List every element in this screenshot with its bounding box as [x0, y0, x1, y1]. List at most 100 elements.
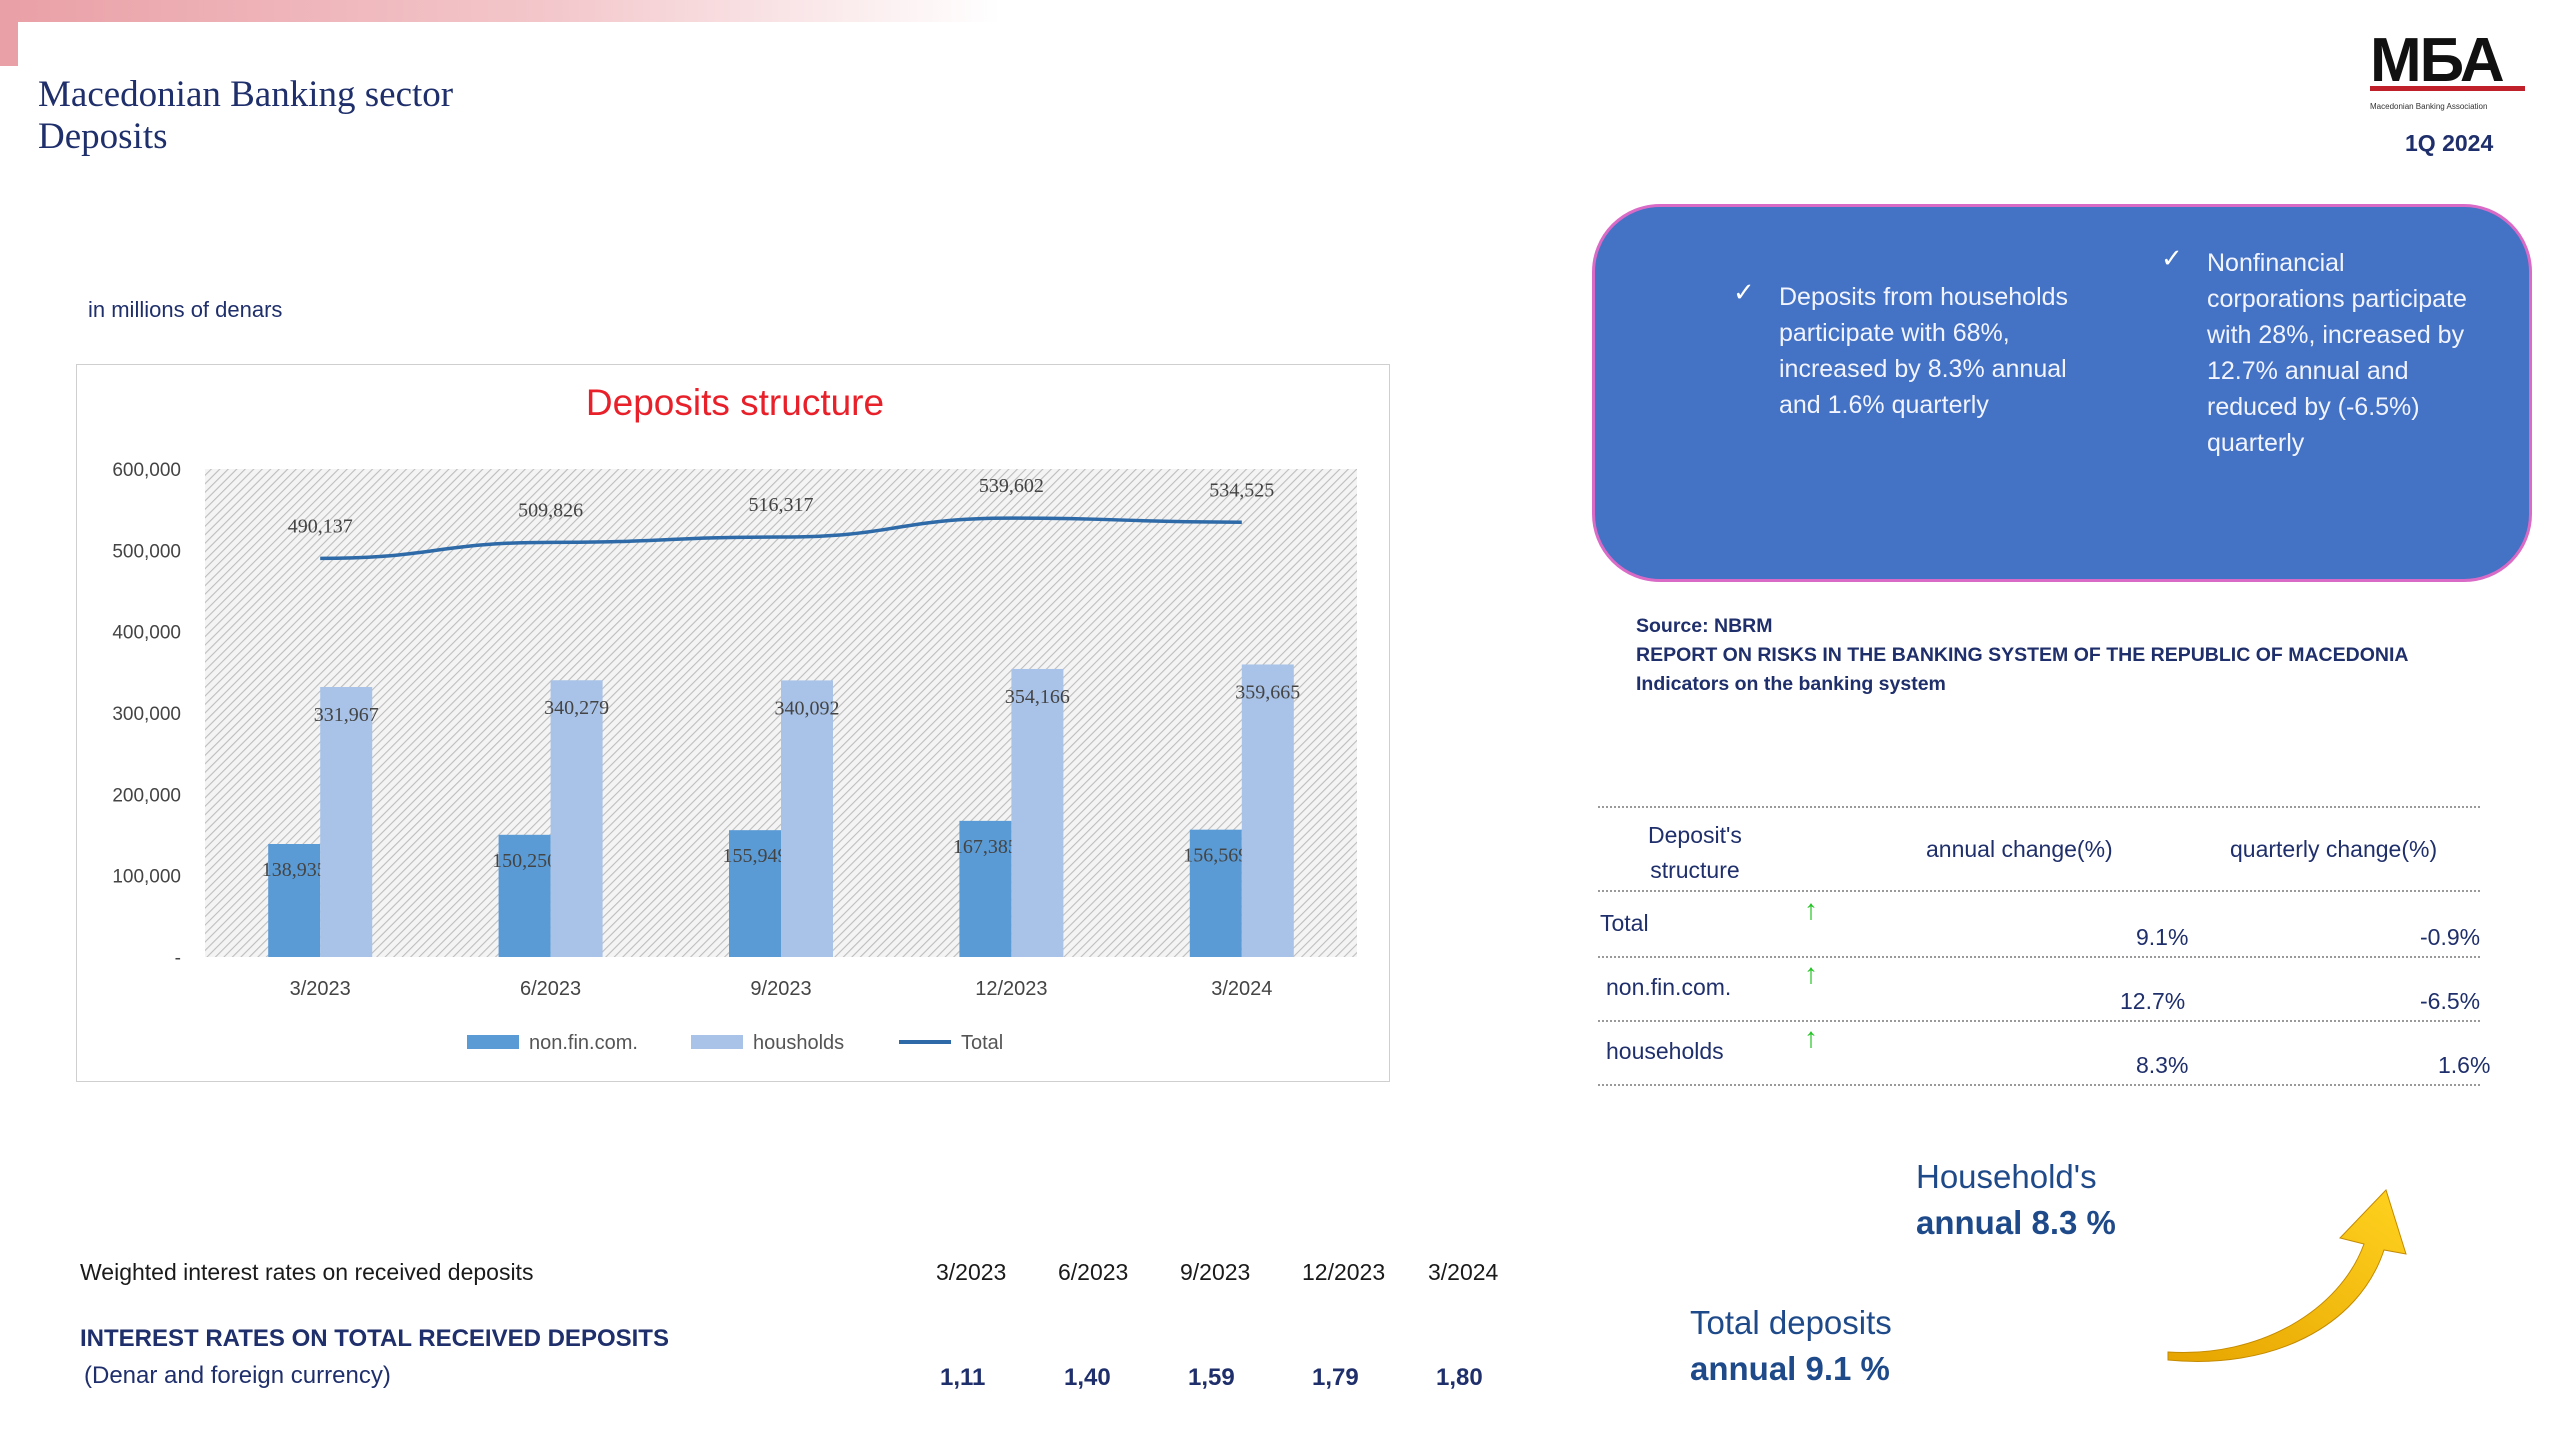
- source-line1: Source: NBRM: [1636, 615, 1773, 637]
- ir-value: 1,79: [1312, 1364, 1359, 1391]
- header-quarterly: quarterly change(%): [2230, 836, 2438, 862]
- source-line2: REPORT ON RISKS IN THE BANKING SYSTEM OF…: [1636, 644, 2409, 666]
- data-label: 354,166: [1005, 686, 1070, 708]
- total-data-label: 539,602: [979, 475, 1044, 497]
- total-line: [320, 516, 1242, 561]
- logo-text: MБА: [2370, 26, 2505, 95]
- top-accent-bar: [0, 0, 1000, 22]
- bar-households: [320, 687, 373, 957]
- header-structure-line2: structure: [1650, 857, 1740, 883]
- logo-underline: [2370, 86, 2525, 91]
- data-label: 359,665: [1235, 681, 1300, 703]
- bar-households: [781, 680, 833, 957]
- source-note: Source: NBRM REPORT ON RISKS IN THE BANK…: [1636, 612, 2408, 699]
- legend-label: Total: [961, 1032, 1003, 1054]
- ir-value: 1,40: [1064, 1364, 1111, 1391]
- summary-callout: ✓ Deposits from households participate w…: [1592, 204, 2532, 582]
- row-label-total: Total: [1600, 910, 1649, 936]
- bar-nonfin: [959, 820, 1012, 957]
- ir-value: 1,11: [940, 1364, 986, 1391]
- page-title-line1: Macedonian Banking sector: [38, 74, 454, 115]
- row-annual-nonfin: 12.7%: [2120, 988, 2186, 1014]
- chart-title: Deposits structure: [586, 382, 884, 423]
- top-accent-tick: [0, 0, 18, 66]
- source-line3: Indicators on the banking system: [1636, 673, 1946, 695]
- legend-swatch: [467, 1035, 519, 1049]
- callout-households: Deposits from households participate wit…: [1779, 283, 2069, 419]
- data-label: 155,949: [723, 845, 788, 867]
- total-data-label: 490,137: [288, 515, 353, 537]
- units-note: in millions of denars: [88, 297, 283, 322]
- data-label: 167,385: [953, 836, 1018, 858]
- ir-period: 6/2023: [1058, 1259, 1129, 1285]
- ir-caption: Weighted interest rates on received depo…: [80, 1259, 534, 1285]
- row-quarterly-households: 1.6%: [2438, 1052, 2491, 1078]
- ir-value: 1,59: [1188, 1364, 1235, 1391]
- data-label: 340,092: [775, 697, 840, 719]
- data-label: 331,967: [314, 704, 379, 726]
- table-rule: [1598, 1020, 2480, 1022]
- row-label-households: households: [1606, 1038, 1724, 1064]
- arrow-up-icon: ↑: [1804, 958, 1818, 989]
- total-highlight-value: annual 9.1 %: [1690, 1350, 1890, 1387]
- total-data-label: 534,525: [1209, 479, 1274, 501]
- check-icon: ✓: [1733, 277, 1755, 307]
- household-highlight-value: annual 8.3 %: [1916, 1204, 2116, 1241]
- legend-label: non.fin.com.: [529, 1032, 638, 1054]
- bar-households: [550, 680, 603, 957]
- row-label-nonfin: non.fin.com.: [1606, 974, 1732, 1000]
- ir-value: 1,80: [1436, 1364, 1483, 1391]
- total-data-label: 516,317: [749, 494, 814, 516]
- household-highlight-label: Household's: [1916, 1158, 2097, 1195]
- callout-nonfinancial: Nonfinancial corporations participate wi…: [2207, 249, 2467, 457]
- header-structure-line1: Deposit's: [1648, 822, 1742, 848]
- legend-label: housholds: [753, 1032, 844, 1054]
- page-title-line2: Deposits: [38, 116, 168, 157]
- legend-swatch: [691, 1035, 743, 1049]
- y-tick-label: -: [175, 948, 181, 969]
- header-annual: annual change(%): [1926, 836, 2113, 862]
- logo-subtitle: Macedonian Banking Association: [2370, 102, 2488, 111]
- data-label: 138,935: [262, 859, 327, 881]
- row-annual-total: 9.1%: [2136, 924, 2189, 950]
- y-tick-label: 100,000: [112, 867, 181, 888]
- ir-row-title: INTEREST RATES ON TOTAL RECEIVED DEPOSIT…: [80, 1325, 669, 1352]
- table-rule: [1598, 1084, 2480, 1086]
- page-title: Macedonian Banking sector Deposits: [38, 74, 453, 158]
- table-rule: [1598, 956, 2480, 958]
- x-tick-label: 12/2023: [975, 978, 1047, 1000]
- ir-period: 9/2023: [1180, 1259, 1251, 1285]
- data-label: 156,569: [1183, 845, 1248, 867]
- bar-nonfin: [268, 843, 321, 957]
- y-tick-label: 200,000: [112, 785, 181, 806]
- mba-logo: MБА Macedonian Banking Association: [2370, 30, 2540, 120]
- y-tick-label: 300,000: [112, 704, 181, 725]
- total-highlight: Total deposits annual 9.1 %: [1690, 1300, 1892, 1392]
- bar-nonfin: [498, 834, 551, 957]
- growth-arrow-icon: [2167, 1189, 2407, 1362]
- arrow-up-icon: ↑: [1804, 894, 1818, 925]
- row-annual-households: 8.3%: [2136, 1052, 2189, 1078]
- y-tick-label: 400,000: [112, 623, 181, 644]
- arrow-up-icon: ↑: [1804, 1022, 1818, 1053]
- x-tick-label: 3/2023: [290, 978, 351, 1000]
- period-label: 1Q 2024: [2405, 130, 2494, 156]
- total-highlight-label: Total deposits: [1690, 1304, 1892, 1341]
- ir-row-subtitle: (Denar and foreign currency): [84, 1362, 391, 1389]
- total-data-label: 509,826: [518, 499, 583, 521]
- check-icon: ✓: [2161, 243, 2183, 273]
- x-tick-label: 9/2023: [750, 978, 811, 1000]
- table-rule: [1598, 890, 2480, 892]
- data-label: 150,250: [492, 850, 557, 872]
- row-quarterly-total: -0.9%: [2420, 924, 2481, 950]
- bar-households: [1011, 668, 1064, 957]
- data-label: 340,279: [544, 697, 609, 719]
- table-rule: [1598, 806, 2480, 808]
- deposits-chart-frame: Deposits structure - 100,000 200,000 300,00…: [76, 364, 1390, 1082]
- header-structure: Deposit's structure: [1648, 818, 1742, 888]
- ir-period: 3/2023: [936, 1259, 1007, 1285]
- x-tick-label: 6/2023: [520, 978, 581, 1000]
- ir-period: 3/2024: [1428, 1259, 1499, 1285]
- deposits-structure-chart: Deposits structure - 100,000 200,000 300,00…: [112, 382, 1357, 1054]
- row-quarterly-nonfin: -6.5%: [2420, 988, 2481, 1014]
